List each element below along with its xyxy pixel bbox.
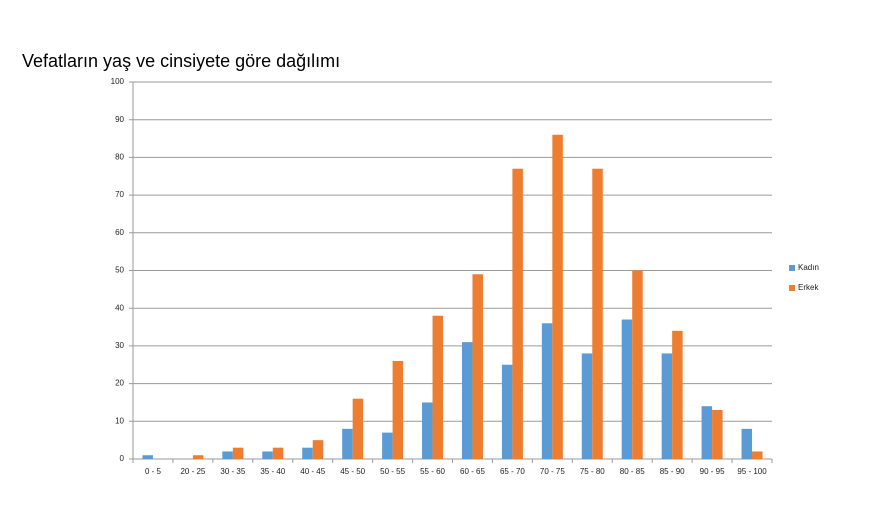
bar — [512, 168, 523, 459]
bar — [541, 323, 553, 459]
bar — [432, 315, 444, 459]
bar — [302, 447, 313, 459]
x-tick-label: 90 - 95 — [700, 467, 725, 476]
y-tick-label: 30 — [115, 341, 124, 350]
x-tick-label: 55 - 60 — [420, 467, 445, 476]
y-tick-label: 20 — [115, 379, 124, 388]
bar — [632, 270, 643, 459]
x-tick-label: 65 - 70 — [500, 467, 525, 476]
x-tick-label: 20 - 25 — [180, 467, 205, 476]
x-tick-label: 45 - 50 — [340, 467, 365, 476]
x-tick-label: 50 - 55 — [380, 467, 405, 476]
bar — [621, 319, 633, 459]
bar — [672, 330, 683, 459]
y-tick-label: 100 — [111, 77, 125, 86]
y-tick-label: 80 — [115, 153, 124, 162]
bar — [752, 451, 763, 459]
bar — [142, 455, 153, 459]
x-tick-label: 85 - 90 — [660, 467, 685, 476]
bar — [701, 406, 713, 459]
x-tick-label: 80 - 85 — [620, 467, 645, 476]
y-tick-label: 40 — [115, 303, 124, 312]
bar — [232, 447, 244, 459]
bar — [312, 440, 324, 459]
chart-title: Vefatların yaş ve cinsiyete göre dağılım… — [22, 51, 340, 71]
y-tick-label: 70 — [115, 190, 124, 199]
bar — [712, 409, 723, 459]
x-tick-label: 75 - 80 — [580, 467, 605, 476]
bar — [552, 134, 563, 459]
bar — [581, 353, 593, 459]
bar — [422, 402, 433, 459]
bar — [392, 360, 404, 459]
bar — [501, 364, 513, 459]
legend-label: Kadın — [798, 263, 819, 272]
bar — [222, 451, 233, 459]
bar — [382, 432, 393, 459]
x-tick-label: 70 - 75 — [540, 467, 565, 476]
x-tick-label: 40 - 45 — [300, 467, 325, 476]
bar — [472, 274, 483, 459]
y-tick-label: 0 — [120, 454, 125, 463]
bar — [192, 455, 204, 459]
y-tick-label: 60 — [115, 228, 124, 237]
y-tick-label: 10 — [115, 416, 124, 425]
bar — [461, 342, 473, 459]
legend-swatch — [789, 265, 795, 271]
x-tick-label: 95 - 100 — [737, 467, 767, 476]
legend-label: Erkek — [798, 283, 819, 292]
bar — [262, 451, 273, 459]
x-tick-label: 0 - 5 — [145, 467, 162, 476]
bar — [272, 447, 284, 459]
bar — [592, 168, 603, 459]
bar — [352, 398, 364, 459]
y-tick-label: 90 — [115, 115, 124, 124]
bar — [661, 353, 673, 459]
legend-swatch — [789, 285, 795, 291]
x-tick-label: 30 - 35 — [220, 467, 245, 476]
x-tick-label: 60 - 65 — [460, 467, 485, 476]
x-tick-label: 35 - 40 — [260, 467, 285, 476]
bar — [741, 428, 753, 459]
bar — [342, 428, 353, 459]
y-tick-label: 50 — [115, 266, 124, 275]
